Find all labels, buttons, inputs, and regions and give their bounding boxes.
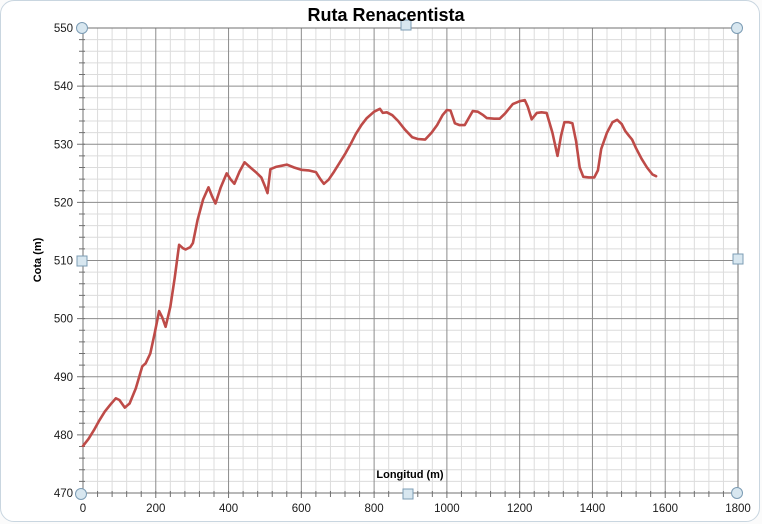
svg-text:500: 500 bbox=[54, 314, 73, 326]
svg-text:1800: 1800 bbox=[725, 503, 751, 515]
selection-handle-corner[interactable] bbox=[731, 22, 743, 34]
selection-handle-corner[interactable] bbox=[76, 22, 88, 34]
selection-handle-edge[interactable] bbox=[732, 253, 744, 265]
x-tick-labels: 0 200 400 600 800 1000 1200 1400 1600 1800 bbox=[80, 503, 751, 515]
svg-text:1200: 1200 bbox=[507, 503, 533, 515]
y-axis-title[interactable]: Cota (m) bbox=[32, 237, 44, 283]
y-tick-labels: 470 480 490 500 510 520 530 540 550 bbox=[54, 23, 73, 500]
chart-title[interactable]: Ruta Renacentista bbox=[307, 5, 465, 25]
svg-text:510: 510 bbox=[54, 256, 73, 268]
svg-text:1600: 1600 bbox=[652, 503, 678, 515]
selection-handles[interactable] bbox=[75, 19, 744, 500]
svg-text:800: 800 bbox=[365, 503, 384, 515]
svg-text:520: 520 bbox=[54, 197, 73, 209]
selection-handle-edge[interactable] bbox=[402, 488, 414, 500]
svg-text:490: 490 bbox=[54, 372, 73, 384]
svg-text:1000: 1000 bbox=[434, 503, 460, 515]
svg-text:540: 540 bbox=[54, 81, 73, 93]
svg-text:0: 0 bbox=[80, 503, 86, 515]
svg-text:200: 200 bbox=[146, 503, 165, 515]
selection-handle-edge[interactable] bbox=[400, 19, 412, 31]
selection-handle-edge[interactable] bbox=[76, 255, 88, 267]
elevation-line-series bbox=[81, 98, 658, 448]
svg-text:400: 400 bbox=[219, 503, 238, 515]
svg-text:470: 470 bbox=[54, 488, 73, 500]
svg-text:480: 480 bbox=[54, 430, 73, 442]
svg-text:530: 530 bbox=[54, 139, 73, 151]
selection-handle-corner[interactable] bbox=[731, 487, 743, 499]
svg-text:550: 550 bbox=[54, 23, 73, 35]
x-axis-title[interactable]: Longitud (m) bbox=[376, 469, 444, 481]
svg-text:1400: 1400 bbox=[580, 503, 606, 515]
selection-handle-corner[interactable] bbox=[75, 488, 87, 500]
svg-text:600: 600 bbox=[292, 503, 311, 515]
